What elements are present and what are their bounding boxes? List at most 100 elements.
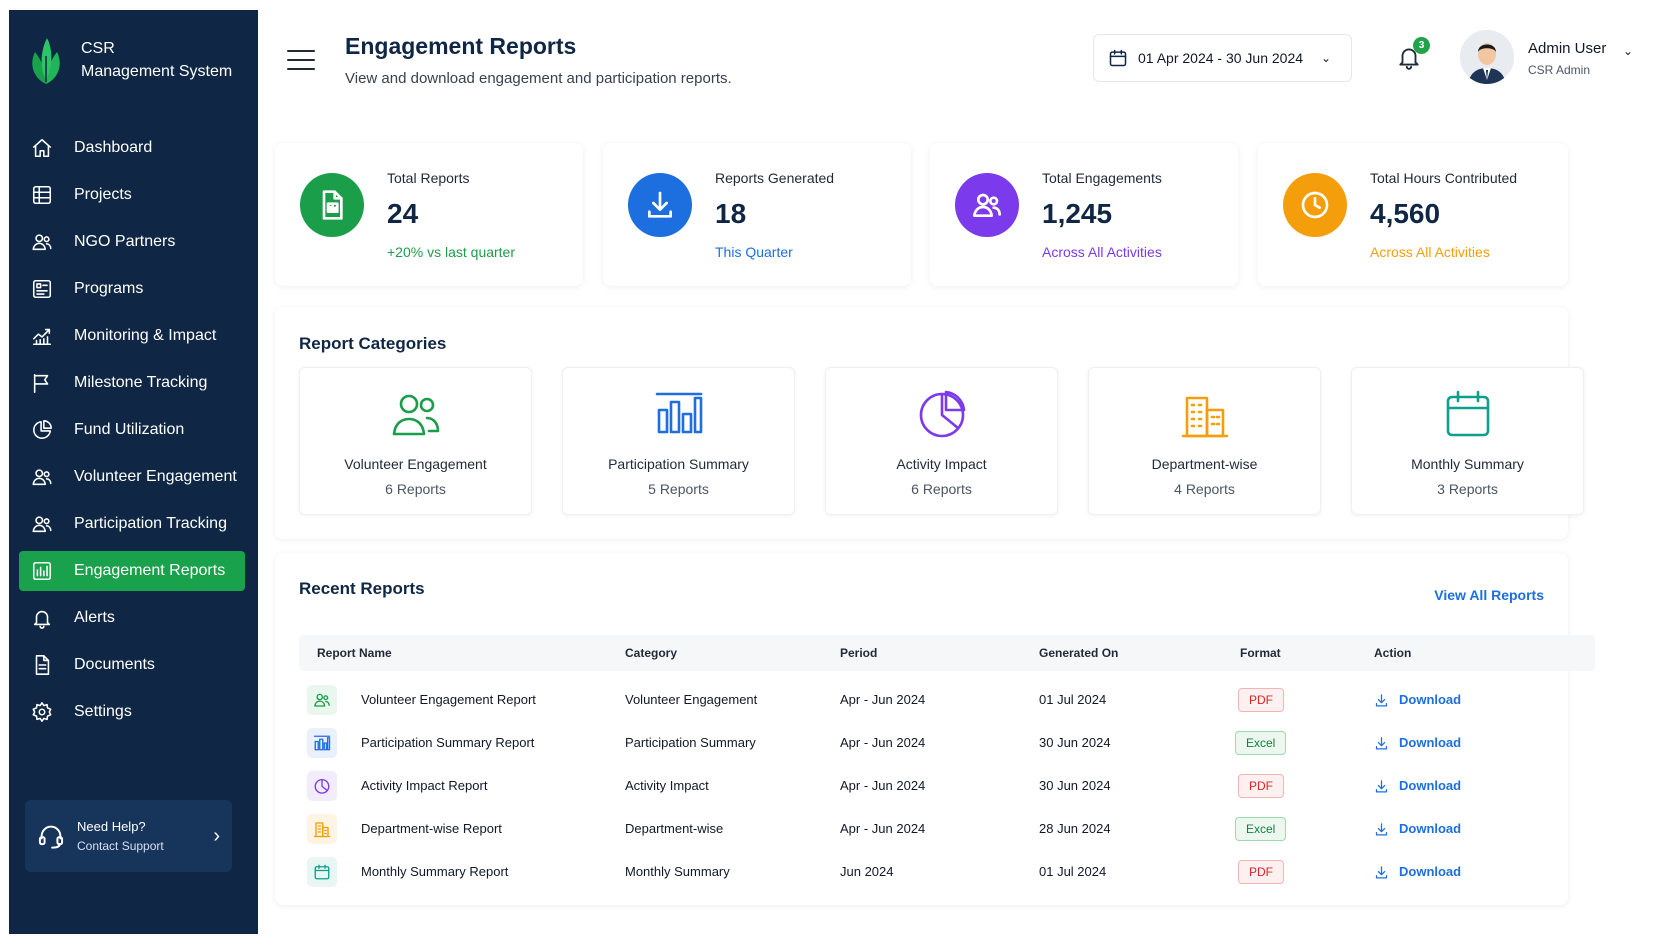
download-button[interactable]: Download xyxy=(1374,849,1461,895)
report-period: Apr - Jun 2024 xyxy=(840,692,926,707)
sidebar-item-programs[interactable]: Programs xyxy=(19,269,245,309)
sidebar-item-participation-tracking[interactable]: Participation Tracking xyxy=(19,504,245,544)
sidebar-item-alerts[interactable]: Alerts xyxy=(19,598,245,638)
home-icon xyxy=(30,136,54,160)
users-icon xyxy=(30,465,54,489)
download-button[interactable]: Download xyxy=(1374,806,1461,852)
download-icon xyxy=(1375,693,1388,706)
leaf-logo-icon xyxy=(32,38,60,84)
recent-reports-panel: Recent Reports View All Reports Report N… xyxy=(275,553,1595,905)
bar-chart-icon xyxy=(307,728,337,758)
stat-value: 24 xyxy=(387,198,419,229)
report-period: Apr - Jun 2024 xyxy=(840,735,926,750)
category-count: 6 Reports xyxy=(911,481,972,497)
column-header: Action xyxy=(1374,646,1412,660)
stat-card-reports-generated: Reports Generated 18 This Quarter xyxy=(603,143,911,286)
report-name: Participation Summary Report xyxy=(361,735,535,750)
view-all-reports-link[interactable]: View All Reports xyxy=(1434,587,1544,603)
user-avatar-icon xyxy=(1460,30,1514,84)
headset-icon xyxy=(38,825,64,849)
sidebar-item-settings[interactable]: Settings xyxy=(19,692,245,732)
download-button[interactable]: Download xyxy=(1374,720,1461,766)
pie-icon xyxy=(30,418,54,442)
report-name: Activity Impact Report xyxy=(361,778,488,793)
report-period: Apr - Jun 2024 xyxy=(840,821,926,836)
report-category: Activity Impact xyxy=(625,778,709,793)
stat-card-total-reports: Total Reports 24 +20% vs last quarter xyxy=(275,143,583,286)
report-category: Department-wise xyxy=(625,821,724,836)
category-count: 5 Reports xyxy=(648,481,709,497)
sidebar-item-label: Milestone Tracking xyxy=(74,374,208,391)
pie-chart-icon xyxy=(307,771,337,801)
calendar-icon xyxy=(307,857,337,887)
menu-toggle-button[interactable] xyxy=(287,50,315,72)
sidebar-item-label: Engagement Reports xyxy=(74,562,226,579)
column-header: Category xyxy=(625,646,678,660)
report-category: Volunteer Engagement xyxy=(625,692,758,707)
download-icon xyxy=(1375,822,1388,835)
sidebar-item-fund-utilization[interactable]: Fund Utilization xyxy=(19,410,245,450)
sidebar-item-volunteer-engagement[interactable]: Volunteer Engagement xyxy=(19,457,245,497)
download-button[interactable]: Download xyxy=(1374,677,1461,723)
sidebar-item-dashboard[interactable]: Dashboard xyxy=(19,128,245,168)
sidebar-item-projects[interactable]: Projects xyxy=(19,175,245,215)
category-card-department-wise[interactable]: Department-wise 4 Reports xyxy=(1088,367,1321,515)
brand-line-2: Management System xyxy=(81,63,233,80)
programs-icon xyxy=(30,277,54,301)
download-label: Download xyxy=(1399,821,1462,836)
user-name[interactable]: Admin User xyxy=(1528,40,1607,57)
bell-icon xyxy=(1399,48,1419,70)
sidebar-item-label: NGO Partners xyxy=(74,233,176,250)
table-row: Volunteer Engagement Report Volunteer En… xyxy=(299,677,1595,723)
sidebar-item-engagement-reports[interactable]: Engagement Reports xyxy=(19,551,245,591)
calendar-icon xyxy=(1109,49,1127,67)
column-header: Generated On xyxy=(1039,646,1119,660)
chevron-down-icon: ⌄ xyxy=(1321,51,1332,65)
sidebar-item-milestone-tracking[interactable]: Milestone Tracking xyxy=(19,363,245,403)
sidebar: CSR Management System Dashboard Projects… xyxy=(9,10,258,934)
brand[interactable]: CSR Management System xyxy=(25,34,232,86)
column-header: Period xyxy=(840,646,878,660)
sidebar-item-label: Alerts xyxy=(74,609,115,626)
stat-value: 1,245 xyxy=(1042,198,1113,229)
category-count: 4 Reports xyxy=(1174,481,1235,497)
projects-icon xyxy=(30,183,54,207)
table-header: Report Name Category Period Generated On… xyxy=(299,635,1595,671)
stat-label: Total Reports xyxy=(387,170,470,186)
category-name: Activity Impact xyxy=(896,456,987,472)
stat-value: 18 xyxy=(715,198,747,229)
chevron-down-icon[interactable]: ⌄ xyxy=(1623,44,1634,58)
sidebar-nav: Dashboard Projects NGO Partners Programs… xyxy=(19,128,245,739)
report-name: Department-wise Report xyxy=(361,821,502,836)
category-card-participation-summary[interactable]: Participation Summary 5 Reports xyxy=(562,367,795,515)
stat-note: Across All Activities xyxy=(1042,244,1162,260)
stat-label: Reports Generated xyxy=(715,170,835,186)
sidebar-item-documents[interactable]: Documents xyxy=(19,645,245,685)
hamburger-line xyxy=(287,50,315,52)
pie-chart-icon xyxy=(916,388,968,440)
category-card-monthly-summary[interactable]: Monthly Summary 3 Reports xyxy=(1351,367,1584,515)
report-name: Volunteer Engagement Report xyxy=(361,692,536,707)
category-count: 6 Reports xyxy=(385,481,446,497)
bar-report-icon xyxy=(30,559,54,583)
sidebar-item-label: Volunteer Engagement xyxy=(74,468,237,485)
chevron-right-icon: › xyxy=(213,824,220,847)
download-icon xyxy=(1375,736,1388,749)
category-count: 3 Reports xyxy=(1437,481,1498,497)
download-button[interactable]: Download xyxy=(1374,763,1461,809)
date-range-picker[interactable]: 01 Apr 2024 - 30 Jun 2024 ⌄ xyxy=(1093,34,1352,82)
sidebar-item-ngo-partners[interactable]: NGO Partners xyxy=(19,222,245,262)
avatar[interactable] xyxy=(1460,30,1514,84)
building-icon xyxy=(307,814,337,844)
help-card[interactable]: Need Help? Contact Support › xyxy=(25,800,232,872)
help-subtitle: Contact Support xyxy=(77,839,164,853)
report-generated-on: 01 Jul 2024 xyxy=(1039,864,1107,879)
sidebar-item-label: Settings xyxy=(74,703,132,720)
page-title: Engagement Reports xyxy=(345,33,577,59)
category-card-activity-impact[interactable]: Activity Impact 6 Reports xyxy=(825,367,1058,515)
table-row: Monthly Summary Report Monthly Summary J… xyxy=(299,849,1595,895)
category-name: Department-wise xyxy=(1151,456,1258,472)
category-card-volunteer-engagement[interactable]: Volunteer Engagement 6 Reports xyxy=(299,367,532,515)
notifications-button[interactable]: 3 xyxy=(1396,37,1430,74)
sidebar-item-monitoring-impact[interactable]: Monitoring & Impact xyxy=(19,316,245,356)
